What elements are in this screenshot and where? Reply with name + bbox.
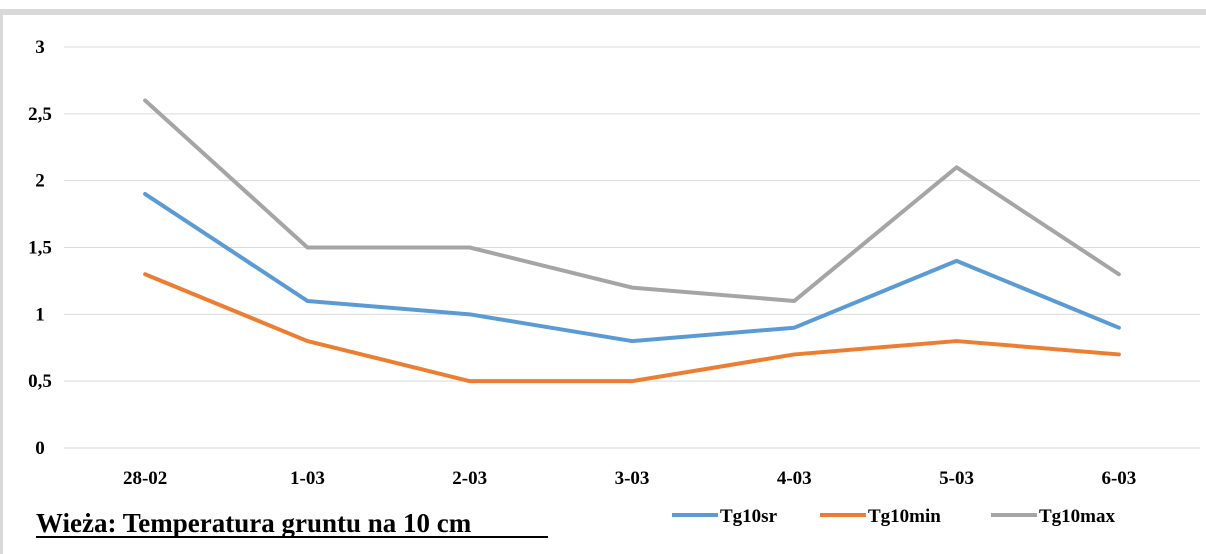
legend: Tg10sr Tg10min Tg10max <box>672 506 1116 527</box>
y-tick-label: 2,5 <box>28 104 52 125</box>
legend-label: Tg10sr <box>720 506 778 527</box>
x-tick-label: 3-03 <box>615 468 650 489</box>
legend-label: Tg10max <box>1039 506 1116 527</box>
legend-label: Tg10min <box>868 506 941 527</box>
y-tick-label: 1,5 <box>28 238 52 259</box>
series-line-tg10max <box>143 98 1121 303</box>
y-tick-label: 1 <box>35 304 45 325</box>
x-tick-label: 5-03 <box>939 468 974 489</box>
x-tick-label: 6-03 <box>1101 468 1136 489</box>
x-tick-label: 1-03 <box>290 468 325 489</box>
x-axis-ticks: 28-02 1-03 2-03 3-03 4-03 5-03 6-03 <box>123 468 1136 489</box>
x-tick-label: 4-03 <box>777 468 812 489</box>
y-tick-label: 2 <box>35 171 45 192</box>
series-lines <box>143 98 1121 384</box>
y-axis-ticks: 0 0,5 1 1,5 2 2,5 3 <box>28 37 52 459</box>
y-tick-label: 0,5 <box>28 371 52 392</box>
x-tick-label: 28-02 <box>123 468 167 489</box>
series-line-tg10min <box>143 272 1121 384</box>
gridlines <box>64 46 1200 449</box>
y-tick-label: 0 <box>35 438 45 459</box>
series-line-tg10sr <box>143 192 1121 344</box>
x-tick-label: 2-03 <box>452 468 487 489</box>
chart-title: Wieża: Temperatura gruntu na 10 cm <box>36 508 472 538</box>
y-tick-label: 3 <box>35 37 45 58</box>
